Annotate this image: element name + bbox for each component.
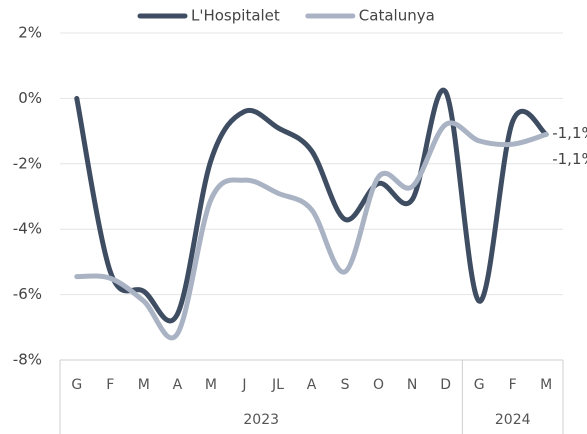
- x-tick-label: A: [307, 377, 317, 393]
- y-tick-label: -6%: [13, 285, 42, 303]
- x-tick-label: S: [341, 377, 350, 393]
- y-tick-label: 2%: [18, 24, 42, 42]
- x-tick-label: M: [205, 377, 217, 393]
- group-label: 2023: [243, 412, 279, 428]
- y-tick-label: -8%: [13, 351, 42, 369]
- x-tick-label: JL: [271, 377, 284, 393]
- series-line: [74, 87, 549, 324]
- x-tick-label: F: [106, 377, 114, 393]
- x-tick-label: G: [71, 377, 82, 393]
- value-label: -1,1%: [552, 124, 587, 142]
- x-tick-label: M: [138, 377, 150, 393]
- x-tick-label: G: [474, 377, 485, 393]
- series-line: [74, 120, 549, 341]
- x-tick-label: N: [407, 377, 417, 393]
- y-tick-label: -4%: [13, 220, 42, 238]
- y-tick-label: -2%: [13, 154, 42, 172]
- x-tick-label: M: [540, 377, 552, 393]
- value-label: -1,1%: [552, 150, 587, 168]
- x-tick-label: F: [509, 377, 517, 393]
- x-tick-label: D: [440, 377, 451, 393]
- y-tick-label: 0%: [18, 89, 42, 107]
- x-tick-label: A: [173, 377, 183, 393]
- group-label: 2024: [495, 412, 531, 428]
- x-tick-label: J: [241, 377, 246, 393]
- legend-label: Catalunya: [359, 7, 435, 25]
- x-tick-label: O: [373, 377, 384, 393]
- legend-label: L'Hospitalet: [191, 7, 280, 25]
